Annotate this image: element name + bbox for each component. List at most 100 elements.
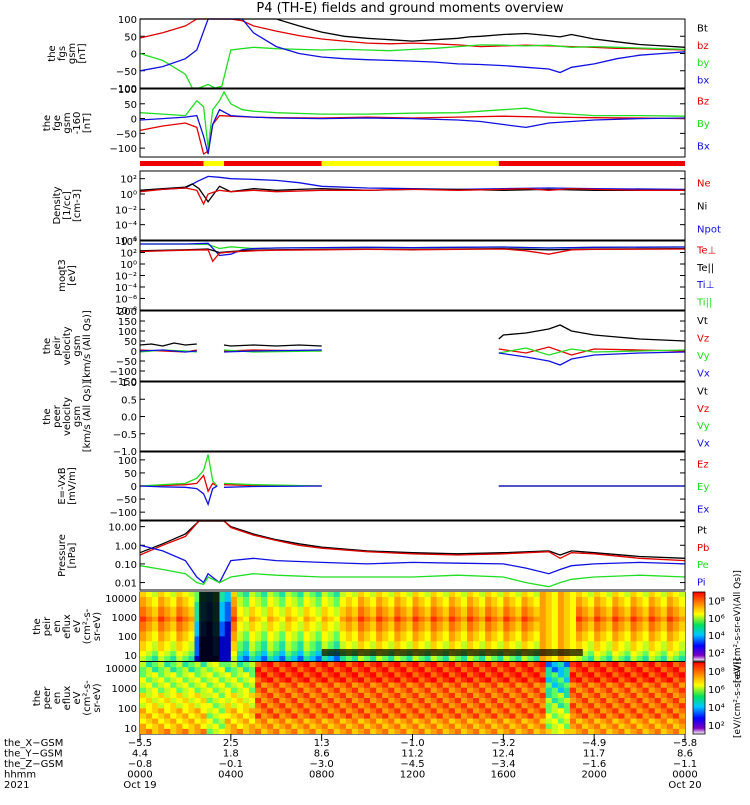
- heatmap-cell: [576, 606, 583, 613]
- heatmap-cell: [660, 592, 668, 598]
- heatmap-cell: [473, 708, 480, 715]
- heatmap-cell: [388, 672, 395, 679]
- heatmap-cell: [557, 616, 565, 623]
- heatmap-cell: [236, 687, 244, 694]
- heatmap-cell: [672, 677, 680, 684]
- heatmap-cell: [545, 723, 553, 730]
- heatmap-cell: [412, 601, 420, 608]
- heatmap-cell: [358, 723, 365, 730]
- heatmap-cell: [618, 596, 626, 603]
- heatmap-cell: [267, 713, 274, 720]
- heatmap-cell: [333, 656, 341, 661]
- heatmap-cell: [551, 606, 559, 613]
- heatmap-cell: [152, 677, 159, 684]
- heatmap-cell: [382, 662, 389, 668]
- heatmap-cell: [394, 682, 401, 689]
- heatmap-cell: [230, 682, 238, 689]
- xaxis-value-1-4: 12.4: [492, 749, 514, 760]
- heatmap-cell: [588, 596, 595, 603]
- heatmap-cell: [642, 641, 650, 647]
- panel-density: Density [1/cc] [cm-3]10²10⁰10⁻²10⁻⁴10⁻⁶NeN…: [52, 170, 721, 247]
- heatmap-cell: [545, 672, 553, 679]
- heatmap-cell: [218, 636, 226, 642]
- colorbar-tick-2: 10⁴: [708, 703, 725, 714]
- heatmap-cell: [612, 601, 619, 608]
- heatmap-cell: [612, 677, 619, 684]
- heatmap-cell: [351, 687, 359, 694]
- heatmap-cell: [261, 646, 268, 652]
- heatmap-cell: [345, 662, 353, 668]
- heatmap-cell: [557, 687, 565, 694]
- heatmap-cell: [261, 677, 268, 684]
- heatmap-cell: [424, 682, 432, 689]
- heatmap-cell: [242, 708, 250, 715]
- heatmap-cell: [218, 651, 226, 657]
- heatmap-cell: [315, 708, 323, 715]
- heatmap-cell: [557, 718, 565, 725]
- heatmap-cell: [218, 662, 226, 668]
- heatmap-cell: [303, 708, 311, 715]
- ylabel-pressure-0: Pressure: [57, 534, 68, 577]
- heatmap-cell: [503, 611, 510, 618]
- heatmap-cell: [569, 682, 577, 689]
- heatmap-cell: [376, 728, 383, 734]
- heatmap-cell: [321, 641, 329, 647]
- heatmap-cell: [448, 708, 456, 715]
- heatmap-cell: [618, 698, 626, 704]
- heatmap-cell: [648, 636, 656, 642]
- heatmap-cell: [460, 667, 468, 673]
- heatmap-cell: [424, 698, 432, 704]
- heatmap-cell: [218, 611, 226, 618]
- heatmap-cell: [618, 687, 626, 694]
- heatmap-cell: [648, 708, 656, 715]
- heatmap-cell: [212, 682, 220, 689]
- heatmap-cell: [200, 698, 208, 704]
- heatmap-cell: [509, 592, 517, 598]
- heatmap-cell: [394, 662, 401, 668]
- heatmap-cell: [533, 728, 541, 734]
- heatmap-cell: [642, 636, 650, 642]
- heatmap-cell: [364, 631, 371, 637]
- heatmap-cell: [285, 662, 292, 668]
- heatmap-cell: [642, 692, 650, 699]
- heatmap-cell: [146, 728, 153, 734]
- heatmap-cell: [158, 703, 165, 709]
- heatmap-cell: [255, 728, 262, 734]
- heatmap-cell: [297, 641, 305, 647]
- legend-pressure-3: Pi: [697, 577, 706, 588]
- heatmap-cell: [140, 662, 147, 668]
- heatmap-cell: [249, 698, 256, 704]
- heatmap-cell: [612, 596, 619, 603]
- heatmap-cell: [569, 616, 577, 623]
- heatmap-cell: [376, 621, 383, 628]
- ytick-label-peer_velocity-2: 0.0: [121, 413, 137, 424]
- heatmap-cell: [430, 606, 438, 613]
- heatmap-cell: [636, 682, 644, 689]
- heatmap-cell: [497, 692, 504, 699]
- heatmap-cell: [678, 641, 685, 647]
- heatmap-cell: [618, 713, 626, 720]
- heatmap-cell: [582, 646, 589, 652]
- heatmap-cell: [255, 616, 262, 623]
- heatmap-cell: [333, 677, 341, 684]
- heatmap-cell: [351, 723, 359, 730]
- heatmap-cell: [188, 626, 196, 633]
- heatmap-cell: [479, 718, 486, 725]
- heatmap-cell: [467, 596, 474, 603]
- heatmap-cell: [454, 718, 462, 725]
- heatmap-cell: [660, 713, 668, 720]
- heatmap-cell: [242, 703, 250, 709]
- heatmap-cell: [545, 616, 553, 623]
- heatmap-cell: [436, 601, 444, 608]
- heatmap-cell: [582, 592, 589, 598]
- heatmap-cell: [418, 641, 426, 647]
- legend-temperature-3: Ti||: [696, 297, 712, 308]
- heatmap-cell: [333, 667, 341, 673]
- ytick-label-pressure-3: 0.01: [115, 579, 137, 590]
- heatmap-cell: [212, 718, 220, 725]
- ylabel-efield-0: E=-VxB: [57, 467, 68, 504]
- heatmap-cell: [485, 621, 492, 628]
- heatmap-cell: [473, 621, 480, 628]
- heatmap-cell: [345, 616, 353, 623]
